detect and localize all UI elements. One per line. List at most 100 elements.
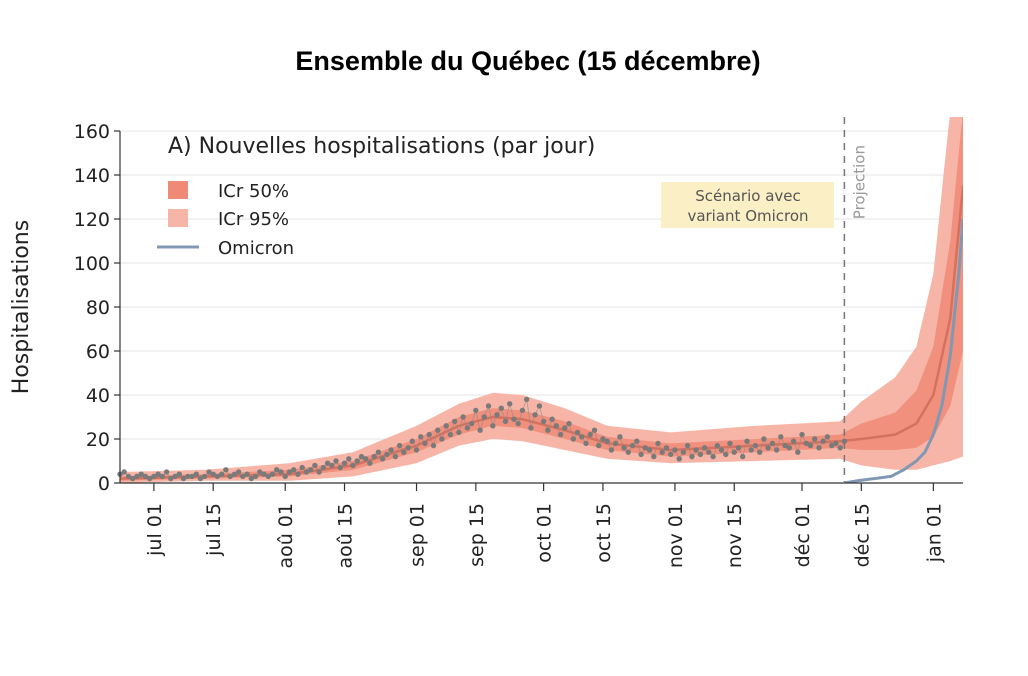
observed-point: [494, 412, 500, 418]
observed-point: [307, 467, 314, 473]
observed-point: [269, 471, 276, 477]
y-tick-label: 80: [86, 297, 110, 319]
x-tick-label: sep 01: [407, 503, 429, 567]
observed-point: [570, 436, 576, 442]
observed-point: [354, 458, 360, 464]
observed-point: [172, 473, 178, 480]
observed-point: [672, 447, 678, 453]
observed-point: [841, 438, 848, 444]
observed-point: [617, 434, 623, 440]
observed-point: [507, 401, 513, 407]
y-tick-label: 0: [98, 473, 110, 495]
observed-point: [452, 418, 458, 425]
observed-point: [744, 438, 750, 444]
observed-point: [727, 440, 733, 447]
observed-point: [405, 445, 411, 451]
bands: [120, 117, 963, 483]
observed-point: [443, 423, 449, 429]
observed-point: [219, 471, 225, 477]
observed-point: [540, 418, 547, 425]
observed-point: [252, 473, 259, 480]
observed-point: [282, 473, 288, 480]
observed-point: [740, 453, 746, 460]
observed-point: [341, 460, 348, 466]
observed-point: [651, 453, 657, 460]
observed-point: [655, 440, 661, 447]
observed-point: [329, 462, 335, 469]
observed-point: [490, 423, 496, 429]
observed-point: [735, 445, 742, 451]
observed-point: [714, 442, 720, 449]
observed-point: [346, 456, 352, 462]
observed-point: [583, 440, 589, 447]
observed-point: [684, 442, 691, 449]
observed-point: [748, 447, 754, 453]
observed-point: [579, 434, 585, 440]
x-tick-label: jul 15: [203, 503, 225, 557]
observed-points: [117, 396, 848, 482]
observed-point: [833, 440, 839, 447]
observed-point: [130, 475, 136, 482]
observed-point: [324, 460, 331, 466]
scenario-note-line-1: Scénario avec: [695, 187, 801, 205]
observed-point: [299, 464, 305, 471]
observed-point: [511, 416, 517, 422]
observed-point: [604, 438, 610, 444]
observed-point: [214, 473, 221, 480]
x-tick-label: jan 01: [923, 503, 945, 563]
observed-point: [231, 471, 238, 477]
observed-point: [125, 473, 132, 480]
observed-point: [227, 473, 233, 480]
observed-point: [485, 403, 492, 409]
observed-point: [337, 464, 343, 471]
observed-point: [134, 473, 140, 480]
x-tick-label: nov 15: [724, 503, 746, 568]
observed-point: [608, 447, 615, 453]
observed-point: [261, 471, 267, 477]
x-tick-label: aoû 15: [335, 503, 357, 569]
ci50-band: [120, 117, 963, 481]
y-axis-title: Hospitalisations: [9, 220, 34, 394]
observed-point: [278, 469, 284, 475]
observed-point: [659, 449, 665, 455]
observed-point: [757, 449, 763, 455]
observed-point: [163, 469, 170, 475]
observed-point: [168, 475, 174, 482]
observed-point: [185, 473, 191, 480]
observed-point: [701, 445, 708, 451]
observed-connector: [119, 397, 845, 480]
observed-point: [142, 473, 149, 480]
observed-point: [435, 427, 441, 433]
observed-point: [409, 438, 415, 444]
axes: 0 20 40 60 80 100 120 140 160 jul 01 jul 15 aoû 01 a…: [74, 117, 963, 569]
observed-point: [418, 434, 424, 440]
observed-point: [384, 451, 390, 458]
observed-point: [223, 467, 229, 473]
observed-point: [396, 442, 403, 449]
y-tick-label: 20: [86, 429, 110, 451]
observed-point: [358, 453, 365, 460]
observed-point: [502, 418, 509, 425]
observed-point: [265, 473, 271, 480]
observed-point: [303, 469, 310, 475]
observed-point: [574, 429, 581, 436]
x-tick-label: sep 15: [466, 503, 488, 567]
observed-point: [663, 445, 670, 451]
observed-point: [456, 429, 462, 436]
observed-point: [159, 473, 166, 480]
x-tick-label: déc 01: [792, 503, 814, 567]
observed-point: [557, 431, 564, 438]
y-tick-label: 160: [74, 121, 110, 143]
observed-point: [333, 458, 339, 464]
observed-point: [706, 449, 712, 455]
observed-point: [197, 475, 204, 482]
observed-point: [316, 469, 322, 475]
observed-point: [147, 475, 153, 482]
y-tick-label: 60: [86, 341, 110, 363]
observed-point: [447, 431, 454, 438]
observed-point: [206, 469, 212, 475]
observed-point: [464, 425, 471, 431]
observed-point: [587, 431, 593, 438]
observed-point: [439, 436, 445, 442]
